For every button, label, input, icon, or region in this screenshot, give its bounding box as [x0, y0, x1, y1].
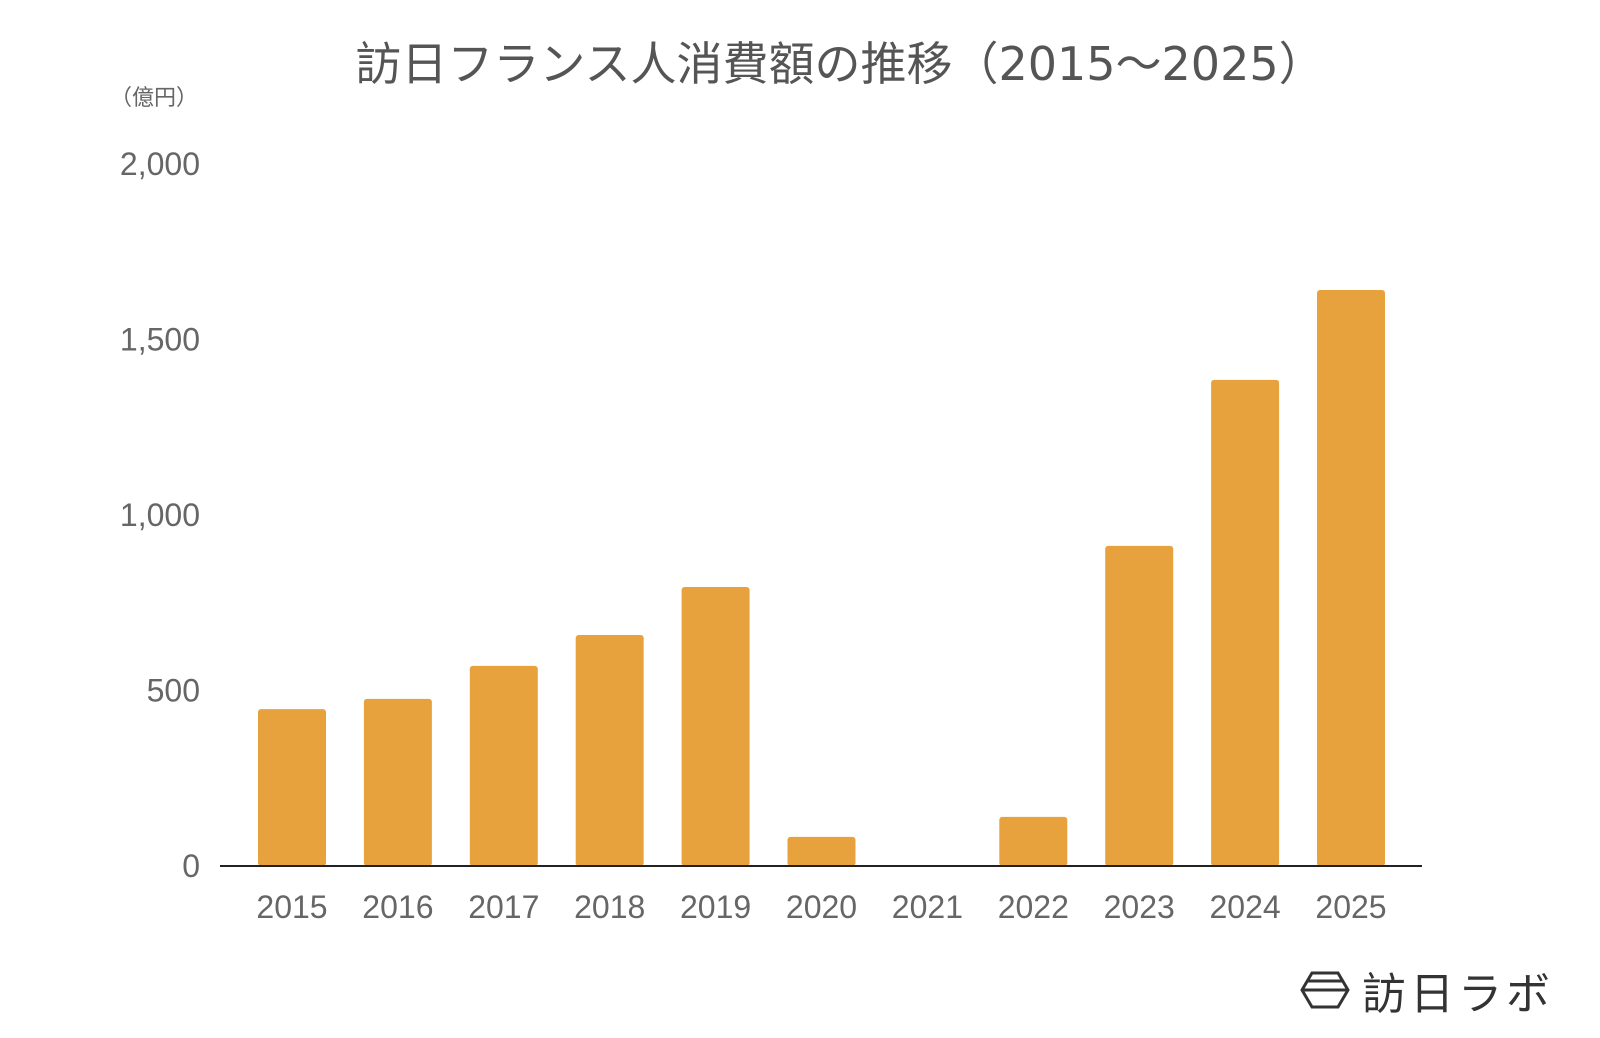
logo-icon — [1300, 971, 1350, 1009]
x-tick-label: 2017 — [468, 889, 539, 925]
y-tick-label: 1,500 — [120, 322, 200, 358]
x-tick-label: 2023 — [1104, 889, 1175, 925]
bar-2017 — [469, 665, 538, 866]
x-tick-label: 2016 — [362, 889, 433, 925]
x-tick-label: 2025 — [1315, 889, 1386, 925]
x-tick-label: 2019 — [680, 889, 751, 925]
bar-2022 — [999, 816, 1068, 866]
bar-2018 — [575, 635, 644, 866]
bar-2019 — [681, 586, 750, 866]
bar-2016 — [363, 698, 432, 866]
bar-2015 — [258, 709, 326, 866]
x-tick-label: 2020 — [786, 889, 857, 925]
y-tick-label: 1,000 — [120, 497, 200, 533]
x-tick-label: 2022 — [998, 889, 1069, 925]
y-axis-unit-label: （億円） — [110, 86, 199, 111]
bar-2023 — [1105, 545, 1174, 866]
logo-text: 訪日ラボ — [1362, 969, 1554, 1020]
logo: 訪日ラボ — [1300, 958, 1554, 1022]
bar-2020 — [787, 836, 856, 866]
x-tick-label: 2018 — [574, 889, 645, 925]
x-tick-label: 2021 — [892, 889, 963, 925]
bar-2024 — [1211, 379, 1280, 866]
x-tick-label: 2015 — [256, 889, 327, 925]
bar-2025 — [1317, 290, 1385, 866]
chart-title: 訪日フランス人消費額の推移（2015～2025） — [355, 37, 1325, 91]
y-tick-label: 0 — [182, 848, 200, 884]
y-tick-label: 500 — [147, 673, 200, 709]
x-tick-label: 2024 — [1210, 889, 1281, 925]
y-tick-label: 2,000 — [120, 146, 200, 182]
